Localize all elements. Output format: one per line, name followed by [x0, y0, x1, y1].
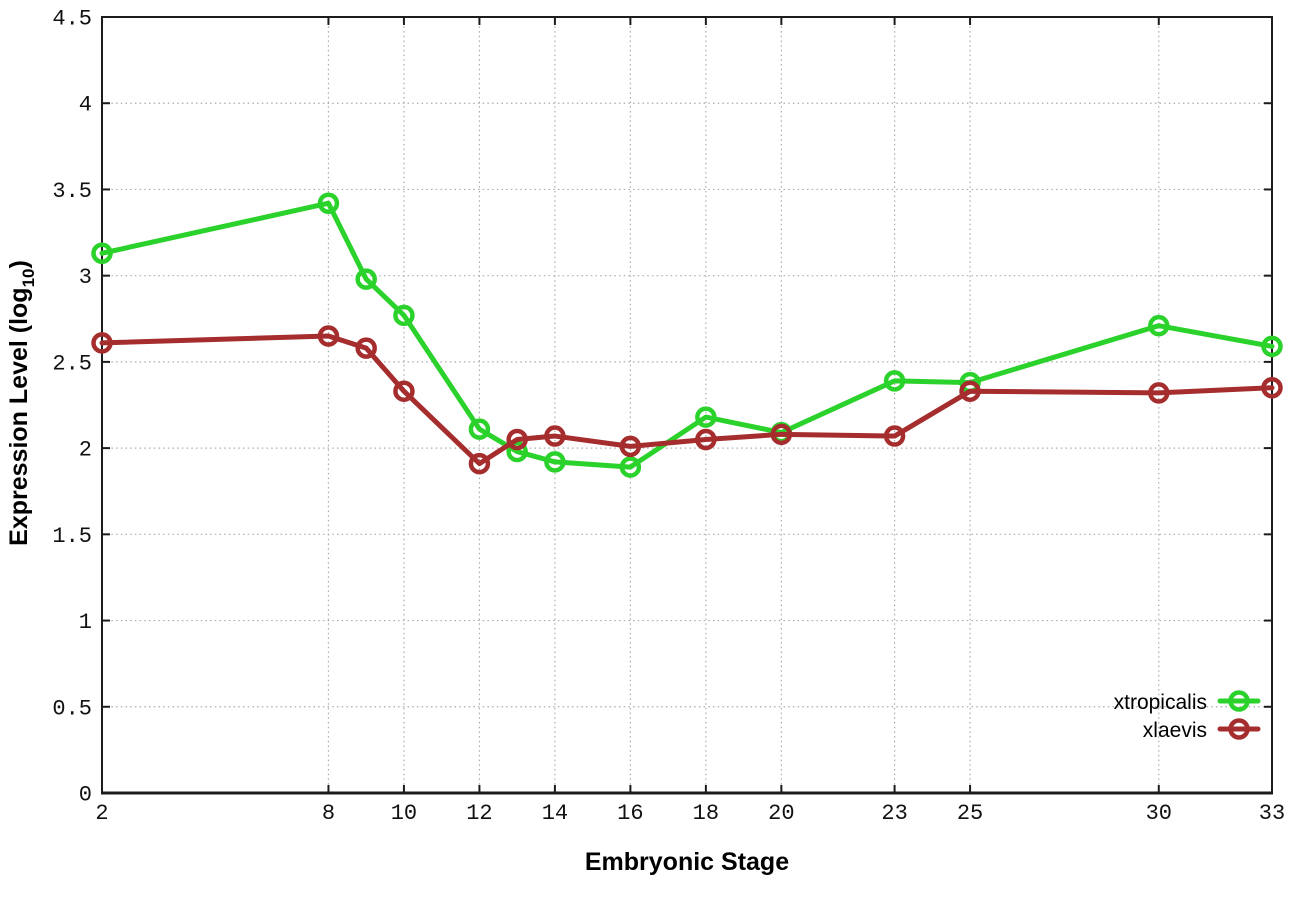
data-point-xlaevis-stage-14	[544, 425, 566, 447]
data-series	[91, 192, 1283, 478]
data-point-xlaevis-stage-8	[317, 325, 340, 347]
y-tick-label: 0.5	[52, 696, 92, 721]
tick-labels: 0 0.5 1 1.5 2 2.5 3 3.5 4 4.5 2 8 10 12 14 16 18 20 23 25 30…	[52, 6, 1285, 826]
data-point-xlaevis-stage-30	[1148, 382, 1170, 404]
data-point-xlaevis-stage-16	[619, 435, 642, 458]
data-point-xtropicalis-stage-2	[91, 242, 113, 264]
y-tick-label: 3.5	[52, 179, 92, 204]
data-point-xlaevis-stage-2	[91, 332, 113, 354]
legend-item-xtropicalis: xtropicalis	[1114, 690, 1261, 714]
legend-item-xlaevis: xlaevis	[1143, 718, 1261, 742]
data-point-xtropicalis-stage-13	[506, 440, 528, 463]
x-axis-title: Embryonic Stage	[585, 848, 789, 876]
data-point-xtropicalis-stage-10	[393, 304, 415, 327]
data-point-xtropicalis-stage-23	[883, 370, 906, 392]
plot-border	[101, 16, 1273, 794]
data-point-xtropicalis-stage-18	[695, 406, 717, 428]
legend-label-xlaevis: xlaevis	[1143, 719, 1207, 742]
legend-label-xtropicalis: xtropicalis	[1114, 691, 1207, 714]
y-axis-title-main: Expression Level (log	[5, 287, 33, 545]
data-point-xlaevis-stage-10	[393, 380, 415, 402]
y-tick-label: 2	[79, 438, 92, 463]
x-tick-label: 12	[466, 801, 492, 826]
data-point-xtropicalis-stage-33	[1261, 335, 1283, 358]
data-point-xlaevis-stage-25	[959, 380, 981, 402]
data-point-xlaevis-stage-20	[770, 423, 793, 446]
legend: xtropicalis xlaevis	[1114, 690, 1261, 742]
x-tick-label: 10	[391, 801, 417, 826]
x-tick-label: 23	[881, 801, 907, 826]
data-point-xlaevis-stage-23	[883, 425, 906, 447]
series-line-xlaevis	[99, 333, 1275, 467]
data-point-xlaevis-stage-12	[468, 452, 491, 475]
x-tick-label: 2	[95, 801, 108, 826]
data-point-xtropicalis-stage-14	[544, 451, 566, 473]
legend-marker-xlaevis	[1228, 718, 1250, 740]
y-tick-label: 4.5	[52, 6, 92, 31]
plot-frame	[101, 16, 1273, 795]
gridlines	[102, 16, 1273, 793]
data-point-xtropicalis-stage-9	[355, 268, 377, 290]
y-axis-title: Expression Level (log10)	[5, 260, 38, 546]
x-tick-label: 16	[617, 801, 643, 826]
data-point-xtropicalis-stage-8	[317, 192, 340, 214]
data-point-xtropicalis-stage-30	[1148, 314, 1170, 337]
y-tick-label: 2.5	[52, 351, 92, 376]
data-point-xlaevis-stage-13	[506, 428, 528, 451]
x-tick-label: 14	[542, 801, 568, 826]
x-tick-label: 25	[957, 801, 983, 826]
y-tick-label: 3	[79, 265, 92, 290]
data-point-xlaevis-stage-33	[1261, 377, 1283, 399]
y-tick-label: 1.5	[52, 524, 92, 549]
x-tick-label: 33	[1259, 801, 1285, 826]
x-tick-label: 8	[322, 801, 335, 826]
legend-marker-xtropicalis	[1228, 690, 1250, 712]
data-point-xlaevis-stage-18	[695, 428, 717, 451]
y-tick-label: 4	[79, 93, 92, 118]
data-point-xtropicalis-stage-16	[619, 456, 642, 478]
y-axis-title-subscript: 10	[19, 268, 38, 287]
x-tick-label: 18	[693, 801, 719, 826]
x-tick-label: 30	[1146, 801, 1172, 826]
axis-ticks	[101, 16, 1273, 794]
data-point-xtropicalis-stage-12	[468, 418, 491, 440]
y-tick-label: 0	[79, 782, 92, 807]
y-tick-label: 1	[79, 610, 92, 635]
data-point-xlaevis-stage-9	[355, 337, 377, 359]
x-tick-label: 20	[768, 801, 794, 826]
y-axis-title-end: )	[5, 260, 33, 268]
